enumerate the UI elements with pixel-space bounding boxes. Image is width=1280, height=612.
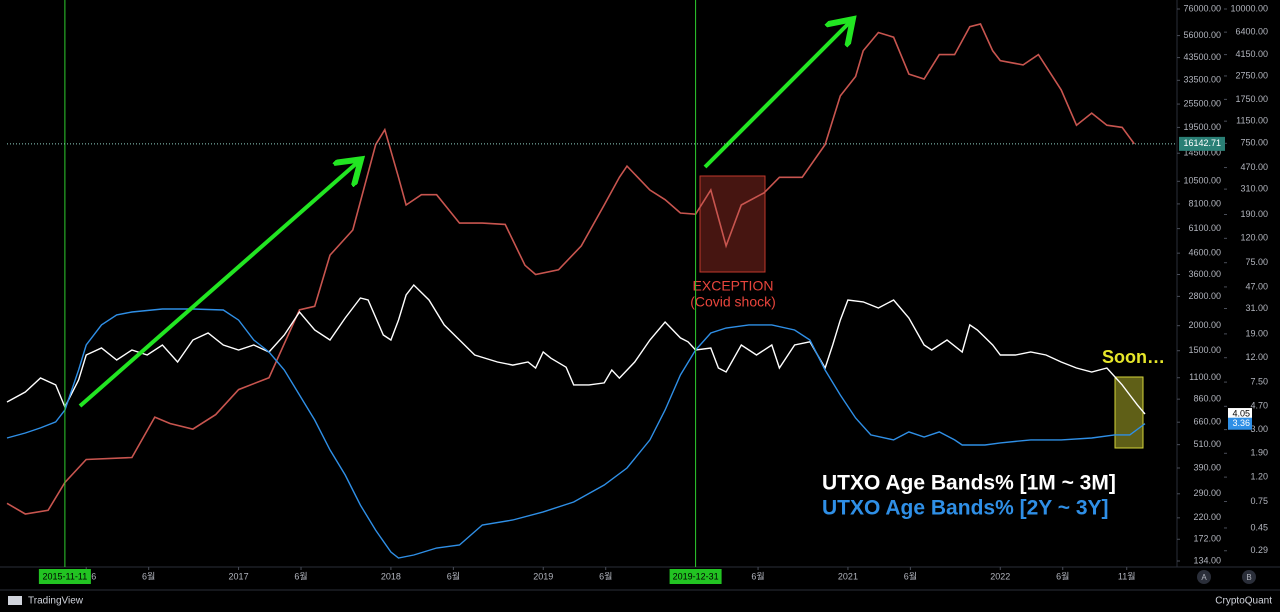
- series-line: [6, 23, 1135, 515]
- x-tick-label: 6월: [142, 570, 155, 581]
- logo: [8, 596, 22, 605]
- y2-tick-label: 1150.00: [1236, 116, 1268, 126]
- y-tick-label: 660.00: [1193, 417, 1221, 427]
- y-tick-label: 6100.00: [1188, 223, 1221, 233]
- y-tick-label: 25500.00: [1183, 98, 1221, 108]
- y-tick-label: 172.00: [1193, 534, 1221, 544]
- vertical-marker-label: 2019-12-31: [673, 571, 719, 581]
- last-value-label-bg: [1228, 408, 1252, 421]
- plot: [6, 23, 1146, 559]
- y-tick-label: 860.00: [1193, 394, 1221, 404]
- y2-tick-label: 470.00: [1240, 162, 1268, 172]
- x-tick-label: 11월: [1118, 570, 1136, 581]
- vertical-marker-label: 2015-11-11: [43, 571, 88, 581]
- x-tick-label: 2021: [838, 571, 858, 581]
- x-tick-label: 6월: [1056, 570, 1069, 581]
- y-tick-label: 3600.00: [1188, 269, 1221, 279]
- y2-tick-label: 2750.00: [1235, 70, 1268, 80]
- button-label[interactable]: A: [1201, 573, 1207, 582]
- y-tick-label: 390.00: [1193, 462, 1221, 472]
- y-tick-label: 220.00: [1193, 512, 1221, 522]
- y-tick-label: 134.00: [1193, 555, 1221, 565]
- y2-tick-label: 120.00: [1240, 233, 1268, 243]
- y2-tick-label: 190.00: [1240, 209, 1268, 219]
- button[interactable]: [1197, 570, 1211, 584]
- legend-entry: UTXO Age Bands% [2Y ~ 3Y]: [822, 497, 1109, 520]
- y2-tick-label: 6400.00: [1235, 27, 1268, 37]
- y2-tick-label: 1750.00: [1235, 94, 1268, 104]
- y-tick-label: 56000.00: [1183, 30, 1221, 40]
- last-value-label: 4.05: [1232, 408, 1250, 418]
- y2-tick-label: 47.00: [1245, 281, 1268, 291]
- arrow: [703, 22, 850, 169]
- y2-tick-label: 0.45: [1250, 522, 1268, 532]
- y2-tick-label: 310.00: [1240, 183, 1268, 193]
- y-tick-label: 2800.00: [1188, 291, 1221, 301]
- y2-tick-label: 75.00: [1245, 257, 1268, 267]
- y2-tick-label: 12.00: [1245, 352, 1268, 362]
- button-label[interactable]: B: [1246, 573, 1251, 582]
- last-price-label: 16142.71: [1183, 138, 1221, 148]
- y-tick-label: 10500.00: [1183, 176, 1221, 186]
- x-tick-label: 6월: [599, 570, 612, 581]
- x-tick-label: 2019: [533, 571, 553, 581]
- x-tick-label: 2022: [990, 571, 1010, 581]
- y2-tick-label: 1.90: [1250, 448, 1268, 458]
- series-line: [6, 283, 1146, 415]
- last-price-label-bg: [1179, 136, 1225, 151]
- y-tick-label: 76000.00: [1183, 3, 1221, 13]
- legend-entry: UTXO Age Bands% [1M ~ 3M]: [822, 472, 1116, 495]
- y2-tick-label: 19.00: [1245, 328, 1268, 338]
- y-tick-label: 14500.00: [1183, 148, 1221, 158]
- annotation: EXCEPTION: [693, 278, 774, 294]
- y2-tick-label: 7.50: [1250, 376, 1268, 386]
- y-tick-label: 8100.00: [1188, 198, 1221, 208]
- button[interactable]: [1242, 570, 1256, 584]
- y-tick-label: 33500.00: [1183, 75, 1221, 85]
- y-tick-label: 510.00: [1193, 439, 1221, 449]
- y-tick-label: 290.00: [1193, 488, 1221, 498]
- soon-box: [1114, 376, 1144, 449]
- y-tick-label: 19500.00: [1183, 122, 1221, 132]
- footer-right: CryptoQuant: [1215, 596, 1272, 607]
- y-tick-label: 1500.00: [1188, 345, 1221, 355]
- vertical-marker-label-bg: [669, 569, 722, 584]
- last-value-label-bg: [1228, 417, 1252, 430]
- y2-tick-label: 750.00: [1240, 138, 1268, 148]
- y2-tick-label: 10000.00: [1230, 3, 1268, 13]
- x-tick-label: 2017: [229, 571, 249, 581]
- y2-tick-label: 3.00: [1250, 424, 1268, 434]
- y2-tick-label: 4150.00: [1235, 49, 1268, 59]
- y-tick-label: 4600.00: [1188, 248, 1221, 258]
- y2-tick-label: 0.75: [1250, 496, 1268, 506]
- vertical-marker-label-bg: [38, 569, 91, 584]
- x-tick-label: 2018: [381, 571, 401, 581]
- x-tick-label: 6월: [447, 570, 460, 581]
- footer-left: TradingView: [28, 596, 84, 607]
- y-tick-label: 1100.00: [1189, 372, 1221, 382]
- y-tick-label: 43500.00: [1183, 52, 1221, 62]
- y2-tick-label: 1.20: [1250, 471, 1268, 481]
- series-line: [6, 308, 1146, 559]
- y2-tick-label: 4.70: [1250, 401, 1268, 411]
- x-tick-label: 6월: [904, 570, 917, 581]
- arrow: [78, 162, 358, 408]
- x-tick-label: 6월: [294, 570, 307, 581]
- y2-tick-label: 31.00: [1245, 303, 1268, 313]
- annotation: Soon…: [1102, 347, 1165, 367]
- y2-tick-label: 0.29: [1250, 545, 1268, 555]
- annotation: (Covid shock): [690, 294, 776, 310]
- y-tick-label: 2000.00: [1188, 320, 1221, 330]
- last-value-label: 3.36: [1232, 418, 1250, 428]
- x-tick-label: 6월: [751, 570, 764, 581]
